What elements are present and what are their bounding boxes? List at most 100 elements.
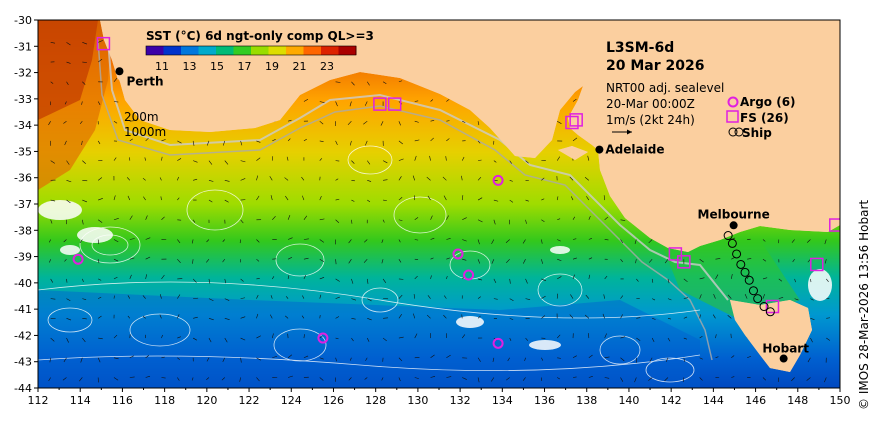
velocity-vector bbox=[126, 177, 131, 181]
velocity-vector bbox=[731, 376, 735, 378]
velocity-vector bbox=[477, 377, 480, 383]
velocity-vector bbox=[348, 239, 352, 244]
argo-float-marker bbox=[492, 337, 504, 349]
velocity-vector bbox=[269, 314, 273, 319]
velocity-vector bbox=[64, 101, 67, 105]
velocity-vector bbox=[177, 294, 181, 299]
legend-fs: FS (26) bbox=[740, 111, 789, 125]
velocity-vector bbox=[572, 376, 577, 378]
velocity-vector bbox=[762, 277, 768, 280]
velocity-vector bbox=[129, 138, 133, 142]
velocity-vector bbox=[319, 258, 325, 262]
velocity-vector bbox=[79, 239, 83, 244]
velocity-vector bbox=[240, 219, 244, 224]
velocity-vector bbox=[177, 176, 179, 181]
velocity-vector bbox=[351, 81, 355, 86]
y-tick-label: -32 bbox=[14, 67, 32, 80]
velocity-vector bbox=[446, 215, 449, 220]
velocity-vector bbox=[584, 176, 590, 181]
velocity-vector bbox=[335, 357, 337, 362]
velocity-vector bbox=[541, 198, 545, 201]
velocity-vector bbox=[634, 239, 637, 245]
velocity-vector bbox=[145, 137, 149, 142]
velocity-vector bbox=[445, 156, 447, 161]
velocity-vector bbox=[256, 313, 259, 319]
velocity-vector bbox=[145, 237, 151, 240]
velocity-vector bbox=[493, 160, 497, 163]
velocity-vector bbox=[683, 337, 687, 340]
velocity-vector bbox=[620, 377, 624, 382]
velocity-vector bbox=[634, 377, 637, 383]
velocity-vector bbox=[572, 137, 578, 142]
ship-track-marker bbox=[736, 259, 746, 269]
land-tasmania-cover bbox=[730, 300, 812, 372]
colorbar-swatch bbox=[268, 46, 287, 55]
velocity-vector bbox=[50, 278, 54, 283]
velocity-vector bbox=[778, 278, 783, 282]
velocity-vector bbox=[366, 160, 371, 165]
velocity-vector bbox=[648, 259, 653, 263]
velocity-vector bbox=[81, 140, 83, 145]
velocity-vector bbox=[365, 357, 368, 361]
velocity-vector bbox=[636, 337, 641, 341]
velocity-vector bbox=[570, 294, 574, 299]
velocity-vector bbox=[97, 315, 102, 319]
velocity-vector bbox=[414, 275, 418, 280]
velocity-vector bbox=[699, 336, 703, 339]
fs-obs-marker bbox=[765, 299, 780, 314]
velocity-vector bbox=[145, 274, 147, 279]
velocity-vector bbox=[208, 180, 214, 182]
velocity-vector bbox=[509, 318, 514, 320]
velocity-vector bbox=[443, 195, 447, 201]
velocity-vector bbox=[506, 258, 510, 264]
velocity-vector bbox=[301, 315, 305, 319]
argo-legend-icon bbox=[727, 96, 739, 108]
velocity-vector bbox=[557, 276, 562, 280]
velocity-vector bbox=[177, 377, 180, 381]
velocity-vector bbox=[366, 278, 369, 284]
city-dot bbox=[595, 145, 604, 154]
velocity-vector bbox=[208, 337, 212, 343]
velocity-vector bbox=[50, 81, 54, 84]
velocity-vector bbox=[335, 278, 340, 282]
colorbar-tick-label: 21 bbox=[293, 60, 307, 73]
velocity-vector bbox=[667, 318, 672, 320]
velocity-vector bbox=[66, 337, 69, 343]
velocity-vector bbox=[699, 377, 703, 381]
velocity-vector bbox=[572, 257, 577, 260]
velocity-vector bbox=[398, 176, 402, 181]
fs-obs-marker bbox=[677, 255, 691, 269]
legend-argo: Argo (6) bbox=[740, 95, 796, 109]
velocity-vector bbox=[66, 318, 72, 321]
ship-track-marker bbox=[744, 275, 754, 285]
velocity-vector bbox=[557, 218, 561, 221]
velocity-vector bbox=[208, 278, 211, 284]
velocity-vector bbox=[285, 315, 289, 319]
velocity-vector bbox=[363, 120, 368, 125]
velocity-vector bbox=[383, 317, 388, 319]
velocity-vector bbox=[113, 258, 119, 262]
velocity-vector bbox=[524, 357, 526, 362]
velocity-vector bbox=[349, 140, 352, 146]
velocity-vector bbox=[272, 276, 275, 280]
velocity-vector bbox=[430, 137, 434, 142]
city-dot bbox=[115, 67, 124, 76]
velocity-vector bbox=[81, 101, 83, 105]
velocity-vector bbox=[525, 199, 529, 202]
velocity-vector bbox=[664, 377, 669, 382]
velocity-vector bbox=[826, 337, 831, 341]
velocity-vector bbox=[206, 140, 210, 146]
velocity-vector bbox=[303, 238, 309, 240]
velocity-vector bbox=[477, 140, 481, 144]
velocity-vector bbox=[604, 216, 609, 221]
velocity-vector bbox=[398, 336, 404, 339]
velocity-vector bbox=[161, 274, 165, 280]
velocity-vector bbox=[588, 216, 591, 220]
velocity-vector bbox=[446, 354, 451, 359]
velocity-vector bbox=[477, 278, 483, 281]
velocity-vector bbox=[63, 120, 67, 124]
velocity-vector bbox=[462, 258, 467, 261]
x-tick-label: 144 bbox=[703, 394, 724, 407]
argo-float-marker bbox=[317, 332, 329, 344]
velocity-vector bbox=[477, 315, 481, 319]
